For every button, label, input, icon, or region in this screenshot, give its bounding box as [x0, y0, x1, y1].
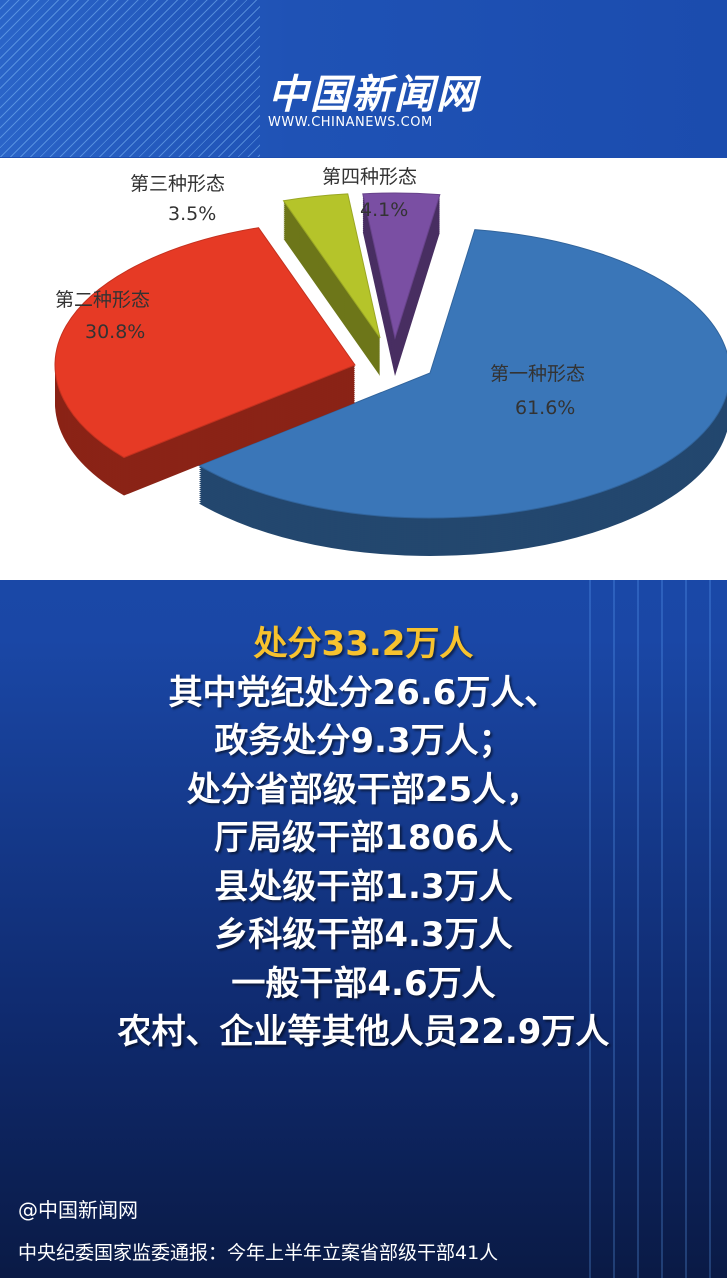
- site-url: WWW.CHINANEWS.COM: [268, 115, 433, 130]
- pie-slice-top: [54, 227, 356, 459]
- pie-slice-4: [362, 192, 441, 376]
- pie-slice-top: [362, 192, 441, 340]
- summary-text: 处分33.2万人 其中党纪处分26.6万人、 政务处分9.3万人； 处分省部级干…: [0, 620, 727, 1057]
- summary-line: 政务处分9.3万人；: [214, 721, 513, 761]
- label-third: 第三种形态: [130, 173, 225, 195]
- summary-line: 农村、企业等其他人员22.9万人: [117, 1012, 610, 1052]
- chinanews-logo: 中国新闻网: [268, 71, 478, 118]
- pie-slice-top: [282, 193, 381, 339]
- pie-chart-panel: 第一种形态 61.6% 第二种形态 30.8% 第三种形态 3.5% 第四种形态…: [0, 158, 727, 580]
- pie-slice-1: [197, 229, 727, 556]
- pie-slice-top: [197, 229, 727, 519]
- summary-line: 其中党纪处分26.6万人、: [168, 672, 559, 713]
- label-first: 第一种形态: [490, 363, 585, 385]
- value-second: 30.8%: [85, 321, 145, 343]
- pie-slice-3: [282, 193, 381, 376]
- decorative-stripes: [0, 0, 260, 157]
- summary-line: 处分省部级干部25人，: [186, 769, 541, 810]
- pie-chart: 第一种形态 61.6% 第二种形态 30.8% 第三种形态 3.5% 第四种形态…: [54, 166, 727, 556]
- pie-slice-2: [54, 227, 356, 496]
- video-caption: 中央纪委国家监委通报：今年上半年立案省部级干部41人: [18, 1242, 499, 1264]
- account-handle: @中国新闻网: [18, 1198, 138, 1222]
- value-third: 3.5%: [168, 203, 216, 225]
- summary-line: 厅局级干部1806人: [214, 818, 513, 858]
- decorative-lines: [567, 580, 727, 1278]
- summary-line: 乡科级干部4.3万人: [214, 915, 513, 955]
- summary-line: 县处级干部1.3万人: [214, 866, 513, 907]
- label-second: 第二种形态: [55, 289, 150, 311]
- summary-headline: 处分33.2万人: [253, 624, 474, 664]
- value-first: 61.6%: [515, 397, 575, 419]
- value-fourth: 4.1%: [360, 199, 408, 221]
- summary-line: 一般干部4.6万人: [231, 963, 496, 1004]
- header-banner: 中国新闻网 WWW.CHINANEWS.COM: [0, 0, 727, 157]
- label-fourth: 第四种形态: [322, 166, 417, 188]
